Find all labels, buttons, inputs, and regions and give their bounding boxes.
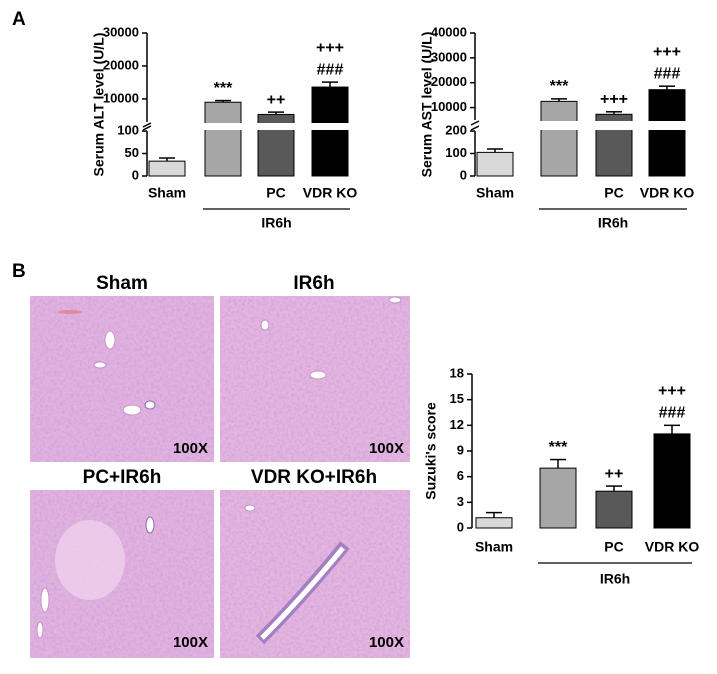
group-label: IR6h	[261, 215, 291, 231]
y-tick-label: 15	[450, 391, 464, 406]
magnification: 100X	[369, 634, 404, 651]
image-title: IR6h	[293, 273, 334, 294]
y-tick-label: 40000	[431, 24, 467, 39]
bar	[311, 86, 349, 177]
y-axis-label: Serum AST level (U/L)	[419, 32, 435, 178]
y-axis-label: Serum ALT level (U/L)	[91, 33, 107, 177]
bar-break	[257, 123, 295, 130]
y-tick-label: 50	[125, 145, 139, 160]
bar	[540, 100, 578, 177]
significance: ***	[214, 80, 233, 97]
y-axis-label: Suzuki's score	[423, 402, 439, 500]
magnification: 100X	[173, 634, 208, 651]
group-label: IR6h	[598, 215, 628, 231]
micrograph: 100X	[30, 490, 214, 658]
micrograph: 100X	[30, 296, 214, 462]
bar	[475, 517, 513, 529]
y-tick-label: 200	[445, 122, 467, 137]
panel-label: B	[12, 261, 26, 282]
significance: ###	[654, 65, 681, 82]
y-tick-label: 0	[132, 167, 139, 182]
y-tick-label: 30000	[431, 49, 467, 64]
y-tick-label: 18	[450, 365, 464, 380]
x-tick-label: Sham	[148, 185, 186, 201]
x-tick-label: Sham	[475, 539, 513, 555]
y-tick-label: 3	[457, 494, 464, 509]
x-tick-label: VDR KO	[303, 185, 358, 201]
bar	[648, 89, 686, 177]
bar	[476, 151, 514, 177]
y-tick-label: 20000	[103, 57, 139, 72]
significance: ***	[550, 78, 569, 95]
bar-break	[595, 121, 633, 130]
bar	[148, 160, 186, 177]
micrograph: 100X	[220, 296, 410, 462]
y-tick-label: 0	[457, 519, 464, 534]
significance: +++	[600, 91, 628, 108]
y-tick-label: 100	[117, 122, 139, 137]
significance: +++	[316, 39, 344, 56]
x-tick-label: PC	[604, 539, 623, 555]
significance: +++	[658, 383, 686, 400]
x-tick-label: PC	[604, 185, 623, 201]
y-tick-label: 10000	[431, 99, 467, 114]
bar	[204, 101, 242, 177]
image-title: Sham	[96, 273, 148, 294]
magnification: 100X	[173, 440, 208, 457]
bar	[653, 433, 691, 529]
group-label: IR6h	[600, 571, 630, 587]
y-tick-label: 0	[460, 167, 467, 182]
x-tick-label: Sham	[476, 185, 514, 201]
micrograph-grid: Sham IR6h PC+IR6h VDR KO+IR6h 100X 100X	[30, 273, 410, 658]
y-tick-label: 12	[450, 417, 464, 432]
y-tick-label: 9	[457, 442, 464, 457]
bar-chart: 0 3 6 9 12 15 18 Suzuki's score Sham *** PC ++ VDR K…	[423, 365, 700, 586]
significance: ###	[659, 405, 686, 422]
bar-break	[540, 121, 578, 130]
bar-break	[311, 123, 349, 130]
bar-break	[648, 121, 686, 130]
panel-label: A	[12, 9, 26, 30]
x-tick-label: PC	[266, 185, 285, 201]
micrograph: 100X	[220, 490, 410, 658]
bar	[595, 490, 633, 529]
y-tick-label: 100	[445, 145, 467, 160]
axis-break	[470, 125, 480, 131]
image-title: VDR KO+IR6h	[251, 467, 377, 488]
bar	[539, 467, 577, 529]
y-tick-label: 6	[457, 468, 464, 483]
significance: ###	[317, 61, 344, 78]
y-tick-label: 10000	[103, 90, 139, 105]
axis-break	[142, 125, 152, 131]
image-title: PC+IR6h	[83, 467, 162, 488]
significance: ++	[267, 91, 286, 108]
significance: ++	[605, 465, 624, 482]
x-tick-label: VDR KO	[640, 185, 695, 201]
significance: ***	[549, 439, 568, 456]
y-tick-label: 20000	[431, 74, 467, 89]
y-tick-label: 30000	[103, 24, 139, 39]
bar-break	[204, 123, 242, 130]
axis-break	[470, 120, 480, 126]
significance: +++	[653, 43, 681, 60]
magnification: 100X	[369, 440, 404, 457]
x-tick-label: VDR KO	[645, 539, 700, 555]
axis-break	[142, 122, 152, 128]
